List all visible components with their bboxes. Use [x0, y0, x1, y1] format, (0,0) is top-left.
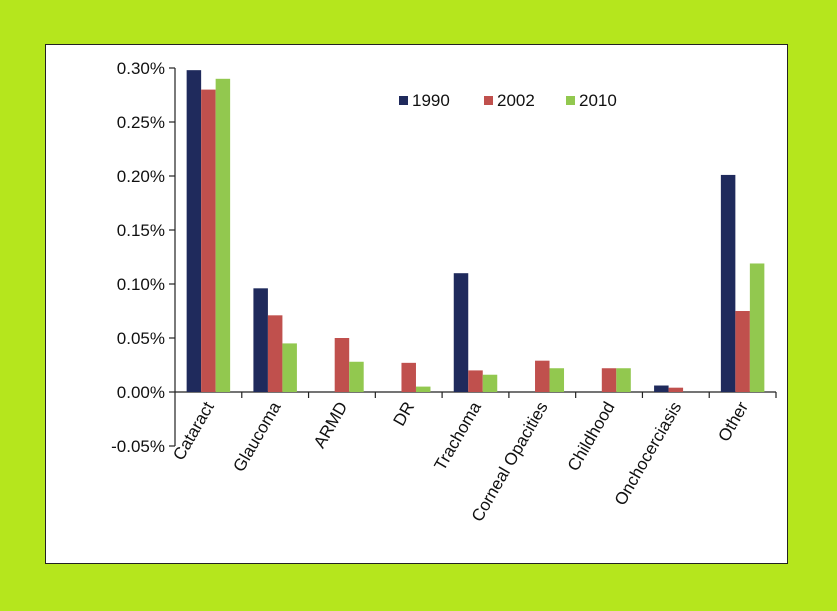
legend: 1990 2002 2010 [399, 91, 617, 110]
category-label: Onchocerciasis [611, 399, 686, 509]
y-tick-label: 0.25% [117, 113, 165, 132]
bar-2002-armd [334, 338, 350, 392]
bar-2002-corneal-opacities [535, 360, 550, 392]
bar-chart: 0.30% 0.25% 0.20% 0.15% 0.10% 0.05% 0.00% -0.05… [111, 59, 777, 525]
y-tick-label: -0.05% [111, 437, 165, 456]
legend-label-2002: 2002 [497, 91, 535, 110]
category-label: Childhood [564, 399, 619, 475]
bar-2010-dr [415, 386, 431, 392]
x-axis [175, 391, 777, 398]
bar-2010-corneal-opacities [549, 368, 565, 392]
y-tick-label: 0.05% [117, 329, 165, 348]
bar-1990-cataract [186, 70, 202, 392]
bar-2002-dr [401, 362, 416, 392]
bar-2010-cataract [215, 78, 231, 393]
bar-2002-childhood [601, 368, 617, 392]
legend-swatch-1990 [399, 96, 408, 105]
y-tick-label: 0.20% [117, 167, 165, 186]
category-label: ARMD [310, 399, 351, 452]
category-label: Cataract [169, 398, 218, 463]
bar-1990-onchocerciasis [654, 385, 669, 392]
bar-2010-other [749, 263, 765, 392]
category-label: Trachoma [431, 398, 486, 474]
bar-2010-glaucoma [282, 343, 297, 392]
legend-swatch-2010 [566, 96, 575, 105]
y-tick-label: 0.10% [117, 275, 165, 294]
bar-2002-onchocerciasis [668, 387, 684, 392]
bar-2002-glaucoma [267, 315, 283, 392]
bar-1990-other [720, 174, 736, 392]
y-tick-label: 0.15% [117, 221, 165, 240]
bar-2002-cataract [201, 89, 216, 392]
bar-1990-trachoma [453, 273, 469, 392]
y-tick-label: 0.30% [117, 59, 165, 78]
y-axis: 0.30% 0.25% 0.20% 0.15% 0.10% 0.05% 0.00% -0.05… [111, 59, 176, 456]
category-label: Corneal Opacities [468, 399, 552, 526]
bar-2002-trachoma [468, 370, 483, 392]
legend-label-2010: 2010 [579, 91, 617, 110]
bar-2002-other [735, 311, 750, 392]
legend-swatch-2002 [484, 96, 493, 105]
chart-panel: 0.30% 0.25% 0.20% 0.15% 0.10% 0.05% 0.00% -0.05… [45, 44, 788, 564]
category-label: Glaucoma [229, 398, 284, 475]
category-label: DR [389, 399, 418, 430]
bar-2010-armd [349, 361, 364, 392]
legend-label-1990: 1990 [412, 91, 450, 110]
bar-2010-childhood [616, 368, 631, 392]
bar-series-group [186, 70, 765, 393]
bar-1990-glaucoma [253, 288, 268, 392]
bar-2010-trachoma [482, 374, 498, 392]
y-tick-label: 0.00% [117, 383, 165, 402]
category-label: Other [714, 398, 752, 445]
